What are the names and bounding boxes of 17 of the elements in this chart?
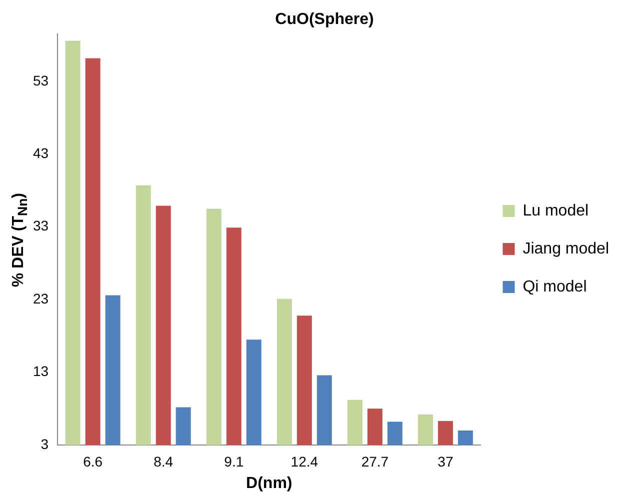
x-tick-label: 6.6	[83, 453, 103, 470]
y-tick-label: 43	[32, 145, 49, 162]
y-tick-label: 33	[32, 218, 49, 234]
x-tick-label: 27.7	[361, 453, 389, 470]
chart-title: CuO(Sphere)	[275, 11, 374, 28]
x-tick-label: 12.4	[290, 453, 318, 470]
x-tick-label: 9.1	[224, 453, 244, 470]
legend-label: Lu model	[522, 202, 589, 220]
y-tick-label: 23	[32, 290, 49, 306]
x-tick-label: 37	[438, 453, 454, 470]
y-tick-label: 3	[40, 436, 49, 452]
x-axis-title: D(nm)	[246, 474, 292, 492]
y-tick-label: 13	[32, 363, 49, 380]
legend-label: Qi model	[522, 278, 587, 296]
x-tick-label: 8.4	[154, 453, 174, 470]
legend-label: Jiang model	[522, 240, 610, 258]
y-tick-label: 53	[32, 72, 49, 88]
